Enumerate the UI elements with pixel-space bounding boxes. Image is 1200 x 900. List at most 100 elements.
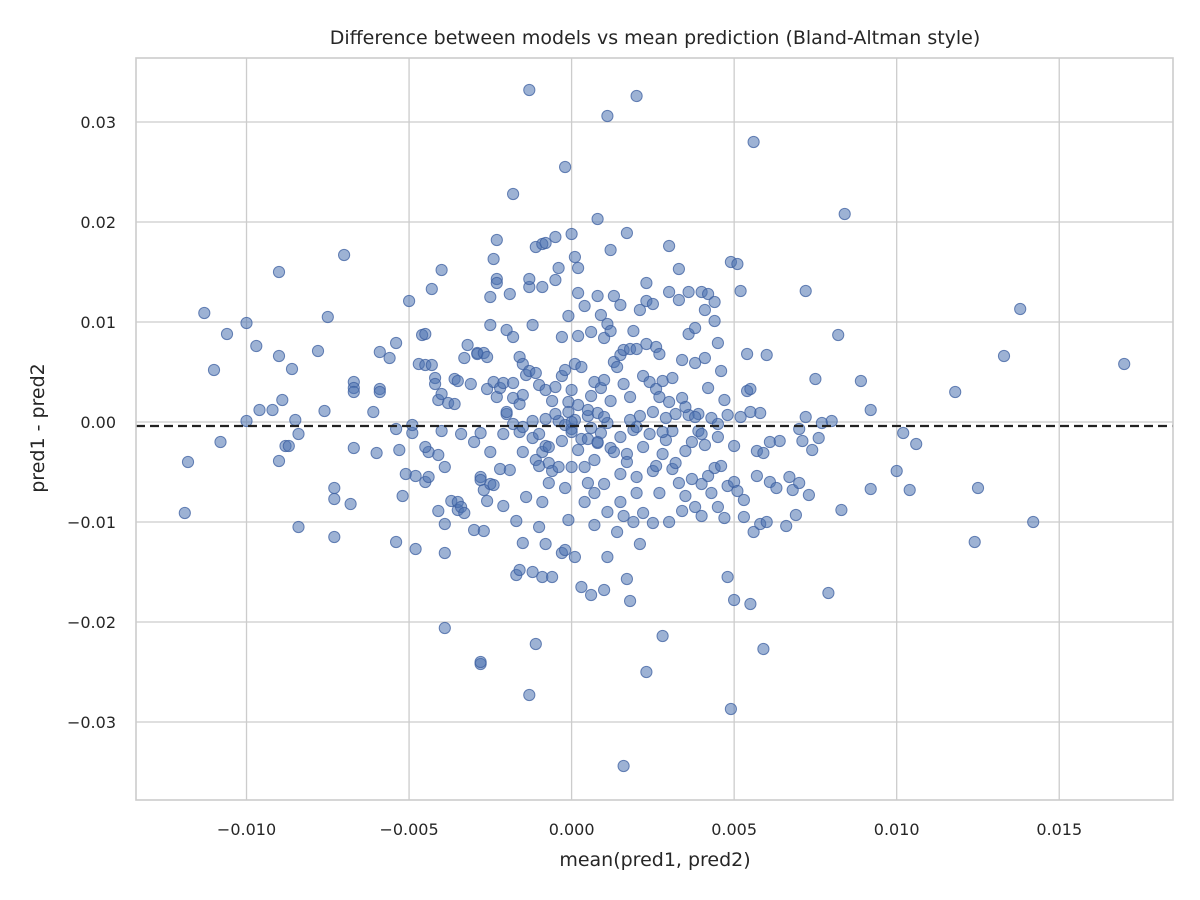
data-point <box>484 445 497 459</box>
data-point <box>614 495 627 509</box>
data-point <box>949 385 962 399</box>
data-point <box>633 537 647 551</box>
data-point <box>698 351 712 365</box>
data-point <box>559 481 572 495</box>
data-point <box>207 363 221 377</box>
data-point <box>572 261 585 275</box>
data-point <box>438 621 451 635</box>
data-point <box>523 272 536 286</box>
data-point <box>854 374 868 388</box>
data-point <box>711 417 725 431</box>
data-point <box>490 233 503 247</box>
data-point <box>591 212 604 226</box>
data-point <box>240 414 253 428</box>
data-point <box>695 477 708 491</box>
x-tick-label: −0.010 <box>217 820 276 839</box>
data-point <box>620 572 634 586</box>
data-point <box>435 263 448 277</box>
data-point <box>272 454 286 468</box>
chart-title: Difference between models vs mean predic… <box>330 27 981 49</box>
data-point <box>422 470 435 484</box>
data-point <box>903 483 916 497</box>
data-point <box>789 508 803 522</box>
data-point <box>497 499 510 513</box>
data-point <box>490 276 503 290</box>
data-point <box>367 405 380 419</box>
data-point <box>575 360 588 374</box>
data-point <box>536 280 549 294</box>
x-tick-label: 0.005 <box>711 820 757 839</box>
data-point <box>617 759 630 773</box>
data-point <box>568 250 582 264</box>
data-point <box>536 495 549 509</box>
data-point <box>272 265 286 279</box>
data-point <box>897 426 910 440</box>
data-point <box>663 515 676 529</box>
data-point <box>653 347 666 361</box>
data-point <box>822 586 835 600</box>
data-point <box>672 293 686 307</box>
data-point <box>409 469 422 483</box>
data-point <box>523 83 536 97</box>
data-point <box>578 299 591 313</box>
data-point <box>1027 515 1040 529</box>
data-point <box>747 135 760 149</box>
data-point <box>461 338 474 352</box>
data-point <box>760 515 773 529</box>
data-point <box>598 373 611 387</box>
plot-frame <box>135 57 1174 801</box>
data-point <box>721 408 734 422</box>
data-point <box>627 324 640 338</box>
data-point <box>565 460 578 474</box>
data-point <box>565 227 578 241</box>
data-point <box>487 478 500 492</box>
data-point <box>432 504 445 518</box>
data-point <box>601 550 614 564</box>
data-point <box>529 637 542 651</box>
data-point <box>594 308 608 322</box>
data-point <box>744 382 757 396</box>
data-point <box>737 493 751 507</box>
data-point <box>292 427 305 441</box>
data-point <box>663 395 676 409</box>
data-point <box>799 410 812 424</box>
data-point <box>715 459 728 473</box>
data-point <box>575 580 588 594</box>
grid-layer <box>136 58 1173 800</box>
data-point <box>708 295 721 309</box>
data-point <box>438 517 451 531</box>
data-point <box>679 444 692 458</box>
data-point <box>399 467 412 481</box>
data-point <box>614 467 627 481</box>
data-point <box>617 509 630 523</box>
data-point <box>685 435 699 449</box>
data-point <box>588 518 601 532</box>
data-point <box>689 321 702 335</box>
data-point <box>285 362 299 376</box>
data-point <box>503 463 516 477</box>
data-point <box>705 486 718 500</box>
data-point <box>637 440 650 454</box>
data-point <box>214 435 227 449</box>
data-point <box>624 413 637 427</box>
y-tick-label: 0.01 <box>80 313 116 332</box>
data-point <box>731 484 744 498</box>
data-point <box>1118 357 1131 371</box>
data-point <box>425 282 438 296</box>
data-point <box>455 427 468 441</box>
data-point <box>198 306 211 320</box>
data-point <box>409 542 422 556</box>
data-point <box>708 314 721 328</box>
data-point <box>695 427 708 441</box>
data-point <box>396 489 409 503</box>
data-point <box>598 477 611 491</box>
data-point <box>526 565 539 579</box>
data-point <box>497 427 510 441</box>
data-point <box>731 257 744 271</box>
data-point <box>624 390 637 404</box>
data-point <box>282 439 295 453</box>
data-point <box>997 349 1011 363</box>
data-point <box>533 520 546 534</box>
data-point <box>780 519 793 533</box>
data-point <box>672 476 686 490</box>
